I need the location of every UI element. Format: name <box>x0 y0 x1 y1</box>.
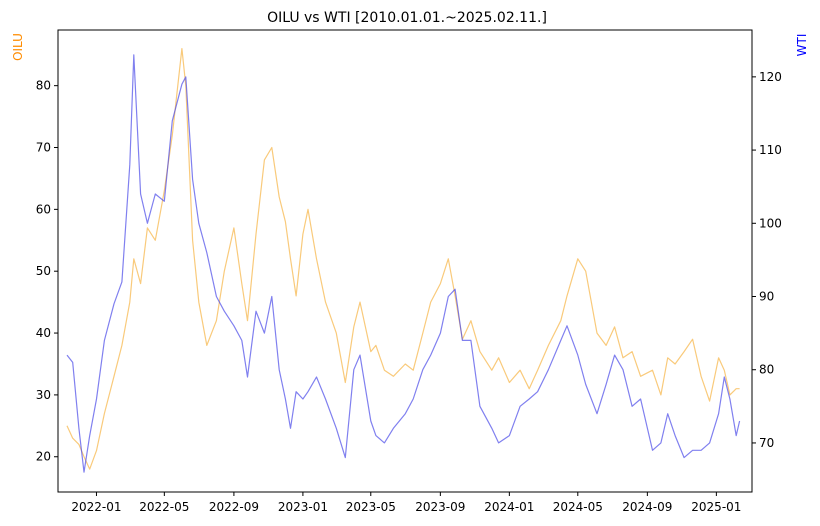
left-y-tick-label: 80 <box>36 79 51 93</box>
right-y-tick-label: 110 <box>759 143 782 157</box>
series-line-oilu <box>66 47 740 470</box>
x-tick-label: 2025-01 <box>691 500 741 514</box>
x-tick-label: 2024-09 <box>622 500 672 514</box>
right-y-tick-label: 120 <box>759 70 782 84</box>
left-y-tick-label: 50 <box>36 264 51 278</box>
x-tick-label: 2023-09 <box>415 500 465 514</box>
right-y-tick-label: 90 <box>759 290 774 304</box>
left-y-tick-label: 70 <box>36 141 51 155</box>
left-y-tick-label: 40 <box>36 326 51 340</box>
series-line-wti <box>66 54 741 473</box>
x-tick-label: 2024-01 <box>484 500 534 514</box>
left-y-tick-label: 20 <box>36 450 51 464</box>
right-axis-label: WTI <box>795 34 809 57</box>
x-tick-label: 2022-05 <box>139 500 189 514</box>
x-tick-label: 2022-01 <box>71 500 121 514</box>
left-y-tick-label: 60 <box>36 202 51 216</box>
left-y-tick-label: 30 <box>36 388 51 402</box>
right-y-tick-label: 100 <box>759 216 782 230</box>
right-y-tick-label: 70 <box>759 436 774 450</box>
x-tick-label: 2023-01 <box>278 500 328 514</box>
x-tick-label: 2024-05 <box>553 500 603 514</box>
plot-frame <box>57 29 753 493</box>
axes-layer: 2022-01 2022-05 2022-09 2023-01 2023-05 2023-… <box>36 29 782 514</box>
left-axis-label: OILU <box>11 33 25 61</box>
x-tick-label: 2022-09 <box>209 500 259 514</box>
series-layer <box>66 47 741 473</box>
x-tick-label: 2023-05 <box>346 500 396 514</box>
chart-title: OILU vs WTI [2010.01.01.~2025.02.11.] <box>267 10 547 26</box>
right-y-tick-label: 80 <box>759 363 774 377</box>
